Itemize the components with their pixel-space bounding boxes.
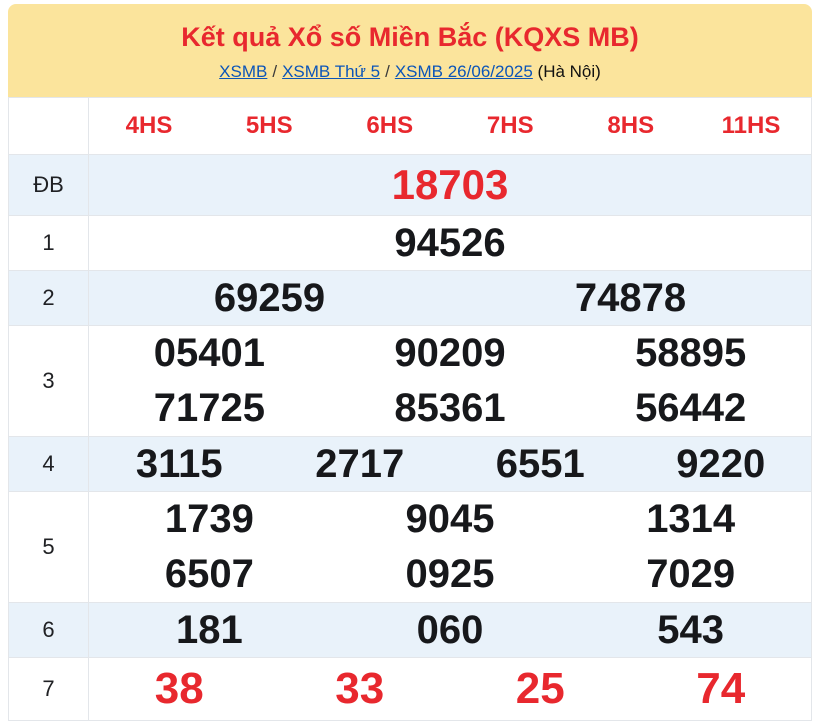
prize-row: 3 05401 90209 58895 71725 85361 56442	[8, 325, 812, 437]
breadcrumb-link[interactable]: XSMB 26/06/2025	[394, 62, 533, 81]
prize-line: 69259 74878	[89, 271, 811, 325]
prize-label: 6	[8, 602, 89, 658]
prize-number: 3115	[135, 442, 223, 486]
prize-label: 2	[8, 270, 89, 326]
prize-values: 05401 90209 58895 71725 85361 56442	[89, 326, 812, 437]
prize-values: 3115 2717 6551 9220	[89, 437, 812, 492]
prize-number: 9220	[676, 442, 766, 486]
breadcrumb: XSMB / XSMB Thứ 5/XSMB 26/06/2025 (Hà Nội)	[18, 62, 802, 82]
prize-number: 58895	[635, 331, 747, 375]
prize-number: 543	[657, 608, 725, 652]
results-header: Kết quả Xổ số Miền Bắc (KQXS MB) XSMB / XS…	[8, 4, 812, 97]
prize-number: 71725	[153, 386, 265, 430]
prize-line: 1739 9045 1314	[89, 492, 811, 547]
column-header: 4HS	[125, 112, 173, 139]
results-body: ĐB 18703 1 94526 2 69259 74878 3 05401 90209 58895…	[8, 154, 812, 721]
prize-number: 18703	[391, 161, 509, 208]
results-table: 4HS 5HS 6HS 7HS 8HS 11HS ĐB 18703 1 94526 2 69259 7…	[8, 97, 812, 721]
prize-number: 1739	[164, 497, 254, 541]
prize-line: 05401 90209 58895	[89, 326, 811, 381]
prize-row: 2 69259 74878	[8, 270, 812, 326]
prize-values: 1739 9045 1314 6507 0925 7029	[89, 492, 812, 603]
prize-label: 4	[8, 436, 89, 492]
column-header: 11HS	[721, 112, 781, 139]
breadcrumb-separator: /	[385, 62, 390, 81]
prize-number: 74878	[574, 276, 687, 320]
prize-number: 25	[515, 664, 565, 713]
prize-values: 181 060 543	[89, 603, 812, 658]
prize-label: 3	[8, 325, 89, 437]
breadcrumb-link[interactable]: XSMB Thứ 5	[282, 62, 381, 81]
prize-number: 7029	[646, 552, 736, 596]
prize-line: 94526	[89, 216, 811, 270]
column-header: 6HS	[366, 112, 414, 139]
prize-line: 71725 85361 56442	[89, 381, 811, 436]
corner-cell	[8, 97, 89, 155]
prize-label: 7	[8, 657, 89, 721]
prize-label: ĐB	[8, 154, 89, 216]
prize-number: 181	[175, 608, 243, 652]
prize-values: 69259 74878	[89, 271, 812, 326]
prize-number: 060	[416, 608, 484, 652]
prize-values: 18703	[89, 155, 812, 216]
prize-values: 94526	[89, 216, 812, 271]
prize-row: 5 1739 9045 1314 6507 0925 7029	[8, 491, 812, 603]
prize-number: 90209	[394, 331, 506, 375]
prize-line: 6507 0925 7029	[89, 547, 811, 602]
column-header: 8HS	[607, 112, 655, 139]
column-header: 7HS	[486, 112, 534, 139]
prize-line: 181 060 543	[89, 603, 811, 657]
prize-line: 18703	[89, 155, 811, 215]
prize-number: 05401	[153, 331, 265, 375]
prize-number: 56442	[635, 386, 747, 430]
prize-line: 3115 2717 6551 9220	[89, 437, 811, 491]
prize-label: 5	[8, 491, 89, 603]
prize-number: 85361	[394, 386, 506, 430]
column-header: 5HS	[245, 112, 293, 139]
prize-number: 74	[696, 664, 746, 713]
prize-line: 38 33 25 74	[89, 658, 811, 720]
breadcrumb-link[interactable]: XSMB	[219, 62, 268, 81]
prize-row: 7 38 33 25 74	[8, 657, 812, 721]
prize-number: 69259	[213, 276, 326, 320]
prize-label: 1	[8, 215, 89, 271]
prize-row: 6 181 060 543	[8, 602, 812, 658]
prize-number: 33	[335, 664, 385, 713]
prize-values: 38 33 25 74	[89, 658, 812, 721]
prize-number: 38	[154, 664, 204, 713]
prize-number: 0925	[405, 552, 495, 596]
prize-number: 6551	[495, 442, 585, 486]
breadcrumb-separator: /	[272, 62, 278, 81]
prize-row: 1 94526	[8, 215, 812, 271]
prize-number: 6507	[164, 552, 254, 596]
column-header-row: 4HS 5HS 6HS 7HS 8HS 11HS	[8, 97, 812, 155]
prize-number: 1314	[646, 497, 736, 541]
prize-row: ĐB 18703	[8, 154, 812, 216]
breadcrumb-location: (Hà Nội)	[532, 62, 601, 81]
page-title: Kết quả Xổ số Miền Bắc (KQXS MB)	[181, 22, 639, 52]
prize-number: 94526	[394, 221, 506, 265]
prize-row: 4 3115 2717 6551 9220	[8, 436, 812, 492]
prize-number: 2717	[315, 442, 405, 486]
prize-number: 9045	[405, 497, 495, 541]
